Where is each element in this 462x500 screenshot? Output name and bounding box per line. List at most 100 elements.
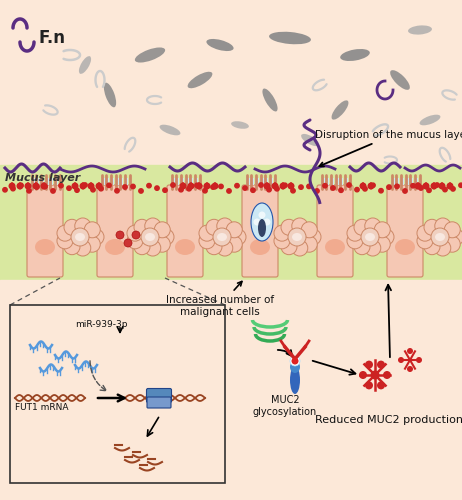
Circle shape	[283, 183, 287, 188]
Circle shape	[179, 188, 183, 192]
Circle shape	[206, 238, 222, 254]
Circle shape	[423, 183, 429, 189]
Circle shape	[88, 183, 94, 189]
Ellipse shape	[207, 39, 234, 51]
Circle shape	[448, 229, 462, 245]
Circle shape	[251, 188, 255, 192]
Bar	[31, 178, 35, 185]
Circle shape	[444, 236, 460, 252]
Bar	[0, 0, 462, 165]
Circle shape	[360, 183, 366, 189]
Circle shape	[288, 228, 306, 246]
Circle shape	[163, 188, 167, 192]
Circle shape	[435, 183, 439, 187]
Bar	[255, 178, 259, 185]
Circle shape	[57, 225, 73, 241]
FancyBboxPatch shape	[97, 185, 133, 277]
Circle shape	[307, 184, 311, 188]
Circle shape	[444, 222, 460, 238]
Circle shape	[403, 189, 407, 193]
Circle shape	[431, 183, 437, 189]
FancyBboxPatch shape	[387, 185, 423, 277]
Circle shape	[124, 239, 132, 247]
Bar	[246, 178, 250, 185]
Ellipse shape	[290, 366, 300, 394]
Circle shape	[347, 233, 363, 249]
Circle shape	[243, 186, 247, 190]
Circle shape	[427, 188, 431, 192]
Ellipse shape	[79, 56, 91, 74]
Circle shape	[147, 184, 151, 188]
Circle shape	[84, 222, 100, 238]
Circle shape	[259, 212, 266, 218]
Bar	[344, 178, 348, 185]
Circle shape	[91, 188, 95, 192]
Circle shape	[292, 240, 308, 256]
Circle shape	[206, 220, 222, 236]
Ellipse shape	[395, 239, 415, 255]
Bar	[339, 178, 343, 185]
Circle shape	[226, 222, 242, 238]
Circle shape	[83, 183, 87, 187]
Circle shape	[323, 184, 327, 188]
Circle shape	[275, 186, 279, 191]
Circle shape	[219, 184, 223, 188]
Circle shape	[88, 229, 104, 245]
Bar	[409, 178, 413, 185]
Ellipse shape	[435, 233, 445, 241]
Text: FUT1 mRNA: FUT1 mRNA	[15, 403, 68, 412]
Circle shape	[107, 183, 111, 188]
FancyBboxPatch shape	[242, 185, 278, 277]
Circle shape	[363, 186, 367, 191]
Bar	[260, 178, 264, 185]
Circle shape	[99, 186, 103, 191]
Bar	[405, 178, 409, 185]
Circle shape	[424, 220, 440, 236]
Circle shape	[196, 183, 202, 189]
Circle shape	[365, 240, 381, 256]
Circle shape	[355, 188, 359, 192]
Circle shape	[301, 236, 317, 252]
FancyBboxPatch shape	[27, 185, 63, 277]
Bar	[115, 178, 119, 185]
Circle shape	[199, 225, 215, 241]
Circle shape	[274, 225, 290, 241]
Circle shape	[96, 183, 102, 189]
Circle shape	[19, 183, 23, 188]
Bar	[175, 178, 179, 185]
Ellipse shape	[340, 49, 370, 61]
Ellipse shape	[262, 88, 278, 112]
Circle shape	[359, 371, 367, 379]
Circle shape	[417, 225, 433, 241]
Circle shape	[447, 183, 453, 189]
Circle shape	[383, 371, 391, 379]
Circle shape	[127, 233, 143, 249]
Circle shape	[123, 185, 127, 189]
Circle shape	[365, 360, 373, 368]
Circle shape	[398, 357, 404, 363]
Circle shape	[188, 183, 194, 189]
Circle shape	[411, 184, 415, 188]
Bar	[414, 178, 418, 185]
Circle shape	[395, 184, 399, 188]
Circle shape	[387, 185, 391, 190]
Circle shape	[41, 183, 47, 189]
Text: Mucus layer: Mucus layer	[5, 173, 80, 183]
Circle shape	[131, 184, 135, 188]
Bar	[250, 178, 254, 185]
FancyBboxPatch shape	[317, 185, 353, 277]
Circle shape	[299, 185, 303, 190]
Ellipse shape	[75, 233, 85, 241]
Circle shape	[415, 183, 421, 189]
Circle shape	[371, 370, 379, 380]
Ellipse shape	[135, 48, 165, 62]
Ellipse shape	[159, 124, 181, 136]
Circle shape	[347, 183, 351, 187]
Circle shape	[226, 236, 242, 252]
Circle shape	[377, 382, 385, 390]
Ellipse shape	[251, 203, 273, 241]
Bar	[400, 178, 404, 185]
Circle shape	[115, 188, 119, 193]
Bar	[35, 178, 39, 185]
Circle shape	[195, 183, 199, 188]
